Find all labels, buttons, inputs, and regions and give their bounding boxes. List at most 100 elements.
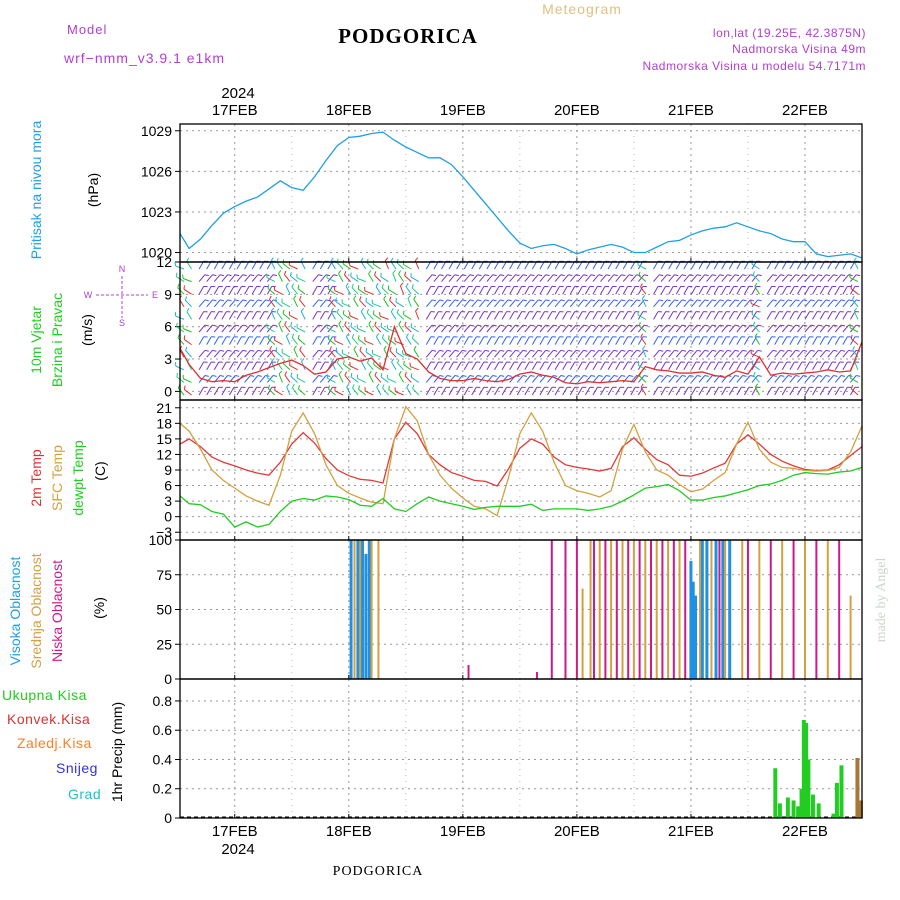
- wind-barb: [433, 311, 439, 320]
- wind-barb-flag: [545, 274, 550, 277]
- wind-barb: [285, 285, 291, 295]
- dewpoint-line: [179, 466, 863, 528]
- wind-barb-flag: [553, 274, 558, 277]
- wind-barb: [804, 311, 810, 320]
- wind-barb: [327, 299, 335, 308]
- wind-barb: [478, 274, 486, 282]
- wind-barb: [547, 386, 553, 396]
- wind-barb: [607, 386, 614, 396]
- wind-barb: [463, 274, 471, 282]
- wind-barb: [335, 351, 344, 358]
- wind-barb: [842, 311, 848, 320]
- wind-barb-flag: [560, 324, 565, 327]
- cloud-low-bar: [575, 540, 578, 679]
- wind-barb: [842, 336, 848, 345]
- wind-barb: [584, 349, 592, 358]
- wind-barb-flag: [712, 299, 717, 302]
- wind-barb: [637, 311, 644, 320]
- wind-barb-flag: [272, 274, 278, 277]
- wind-barb-flag: [757, 274, 762, 277]
- wind-barb: [198, 386, 205, 396]
- precip-total-bar: [785, 797, 790, 818]
- wind-barb-flag: [432, 324, 437, 327]
- wind-barb: [690, 311, 697, 320]
- wind-barb: [516, 299, 524, 308]
- wind-barb: [577, 324, 584, 333]
- wind-barb: [721, 336, 727, 345]
- wind-barb-flag: [636, 349, 641, 352]
- wind-barb-flag: [276, 358, 280, 363]
- wind-barb-flag: [818, 274, 823, 277]
- precip-tick-label: 0.8: [153, 693, 173, 709]
- wind-barb-flag: [398, 320, 402, 325]
- wind-barb-flag: [477, 299, 482, 302]
- wind-barb: [327, 274, 335, 282]
- wind-barb-flag: [583, 324, 588, 327]
- wind-barb-flag: [432, 274, 437, 277]
- wind-barb: [751, 263, 760, 270]
- wind-barb: [854, 361, 859, 370]
- wind-barb-flag: [351, 333, 355, 338]
- wind-barb: [456, 386, 462, 396]
- wind-barb: [827, 324, 834, 333]
- wind-barb: [228, 386, 235, 396]
- wind-barb-flag: [345, 333, 350, 337]
- wind-barb-flag: [598, 299, 603, 302]
- wind-barb: [744, 324, 751, 333]
- wind-barb-flag: [454, 274, 459, 277]
- wind-barb: [456, 311, 462, 320]
- wind-barb-flag: [757, 375, 762, 377]
- wind-barb: [842, 286, 848, 295]
- wind-barb-flag: [227, 274, 232, 277]
- wind-barb: [501, 336, 507, 345]
- wind-barb: [251, 299, 259, 308]
- wind-barb-flag: [856, 299, 861, 302]
- wind-barb-flag: [335, 347, 338, 352]
- wind-barb-flag: [840, 349, 846, 352]
- wind-barb: [797, 299, 804, 308]
- wind-ylabel-2: Brzina i Pravac: [49, 293, 65, 387]
- wind-barb: [463, 324, 471, 333]
- wind-barb-flag: [469, 274, 474, 277]
- precip-total-bar: [816, 803, 821, 818]
- wind-barb-flag: [591, 375, 596, 377]
- wind-barb: [653, 311, 659, 320]
- wind-barb-flag: [227, 349, 232, 352]
- wind-barb: [706, 336, 712, 345]
- wind-barb-flag: [212, 349, 217, 352]
- wind-barb: [819, 336, 826, 345]
- wind-barb: [213, 361, 220, 371]
- wind-barb-flag: [485, 349, 490, 352]
- wind-barb: [812, 299, 819, 308]
- wind-barb: [842, 274, 850, 282]
- wind-barb-flag: [787, 274, 793, 277]
- wind-barb-flag: [283, 270, 287, 275]
- wind-barb: [259, 361, 265, 371]
- wind-barb: [372, 263, 382, 270]
- wind-barb: [781, 375, 789, 383]
- wind-barb: [486, 324, 494, 333]
- wind-barb-flag: [545, 349, 550, 352]
- wind-barb: [690, 361, 697, 371]
- wind-barb-flag: [583, 349, 588, 352]
- top-date-label: 21FEB: [668, 102, 714, 119]
- wind-barb-flag: [825, 324, 830, 327]
- wind-barb: [713, 324, 721, 333]
- wind-barb-flag: [290, 272, 292, 277]
- wind-barb-flag: [343, 360, 345, 365]
- wind-barb: [276, 261, 283, 270]
- wind-barb: [471, 336, 477, 345]
- wind-barb-flag: [591, 274, 596, 277]
- wind-barb: [349, 265, 359, 270]
- bottom-date-label: 18FEB: [326, 823, 372, 840]
- wind-barb-flag: [712, 349, 717, 352]
- wind-barb-flag: [342, 310, 345, 315]
- wind-barb-flag: [257, 349, 262, 352]
- wind-barb-flag: [454, 299, 459, 302]
- wind-barb: [244, 286, 250, 295]
- wind-barb: [433, 286, 439, 295]
- wind-barb: [607, 311, 614, 320]
- wind-barb: [804, 361, 810, 371]
- wind-barb-flag: [641, 295, 646, 299]
- wind-barb: [516, 375, 524, 383]
